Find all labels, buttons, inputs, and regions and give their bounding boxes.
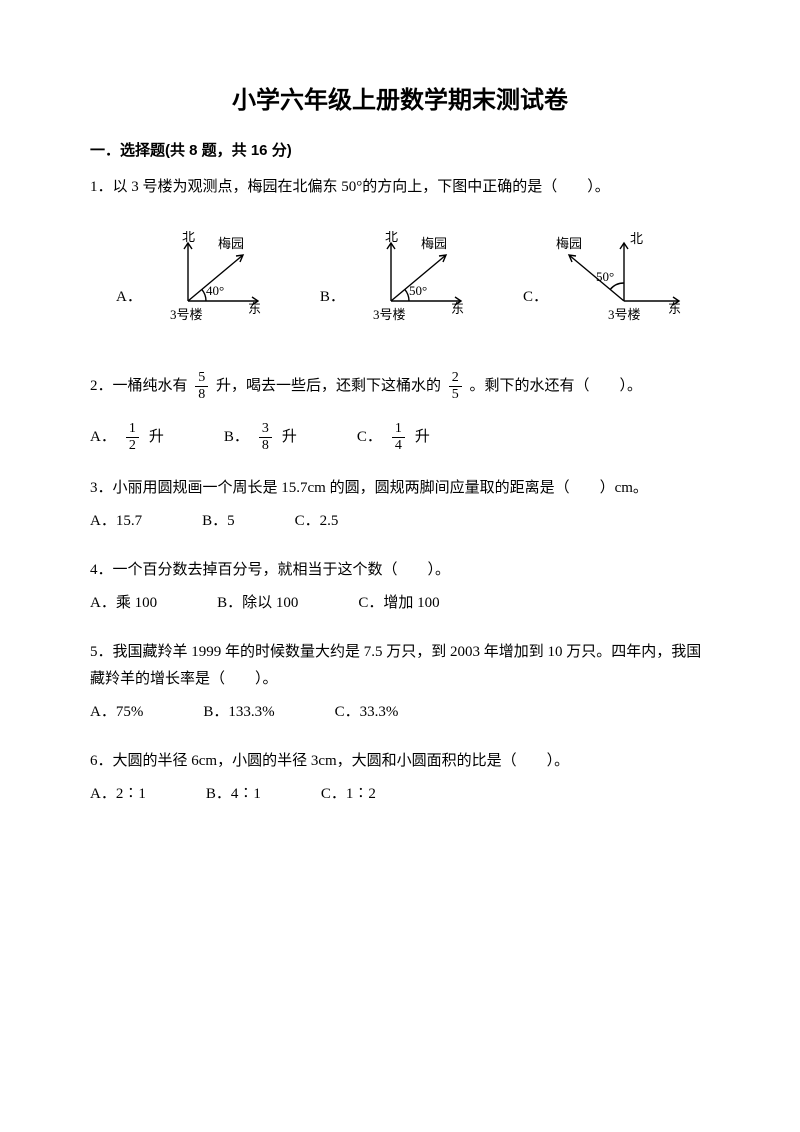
q3-choice-a: A．15.7 [90, 508, 142, 535]
svg-text:北: 北 [182, 231, 195, 244]
svg-text:北: 北 [630, 231, 643, 246]
q4-choice-c: C．增加 100 [358, 590, 439, 617]
svg-text:北: 北 [385, 231, 398, 244]
q2-frac-1: 58 [195, 371, 208, 402]
svg-text:3号楼: 3号楼 [373, 307, 406, 322]
exam-title: 小学六年级上册数学期末测试卷 [90, 80, 710, 115]
q6-text: 6．大圆的半径 6cm，小圆的半径 3cm，大圆和小圆面积的比是（ ）。 [90, 748, 710, 775]
svg-text:40°: 40° [206, 283, 224, 298]
question-6: 6．大圆的半径 6cm，小圆的半径 3cm，大圆和小圆面积的比是（ ）。 A．2… [90, 748, 710, 808]
svg-text:东: 东 [451, 301, 464, 316]
q4-choice-b: B．除以 100 [217, 590, 298, 617]
q6-choices: A．2∶1 B．4∶1 C．1∶2 [90, 781, 710, 808]
q2-mid1: 升，喝去一些后，还剩下这桶水的 [216, 378, 441, 394]
q2-mid2: 。剩下的水还有（ ）。 [470, 378, 643, 394]
q1-label-b: B． [320, 284, 345, 311]
q2-choice-a: A． 12 升 [90, 422, 164, 453]
q1-diagrams: A． 北 梅园 40° 东 3号楼 [90, 231, 710, 341]
section-1-heading: 一．选择题(共 8 题，共 16 分) [90, 139, 710, 160]
q1-diagram-c: C． 北 梅园 50° 东 3号楼 [523, 231, 684, 341]
svg-text:3号楼: 3号楼 [170, 307, 203, 322]
svg-text:东: 东 [248, 301, 261, 316]
svg-text:梅园: 梅园 [556, 236, 582, 251]
q3-choice-b: B．5 [202, 508, 235, 535]
q1-svg-b: 北 梅园 50° 东 3号楼 [351, 231, 471, 341]
question-4: 4．一个百分数去掉百分号，就相当于这个数（ ）。 A．乘 100 B．除以 10… [90, 557, 710, 617]
q5-choice-c: C．33.3% [335, 699, 399, 726]
question-2: 2．一桶纯水有 58 升，喝去一些后，还剩下这桶水的 25 。剩下的水还有（ ）… [90, 371, 710, 453]
q1-svg-c: 北 梅园 50° 东 3号楼 [554, 231, 684, 341]
q3-choices: A．15.7 B．5 C．2.5 [90, 508, 710, 535]
svg-text:50°: 50° [596, 269, 614, 284]
question-5: 5．我国藏羚羊 1999 年的时候数量大约是 7.5 万只，到 2003 年增加… [90, 639, 710, 726]
svg-text:梅园: 梅园 [218, 236, 244, 251]
q1-text: 1．以 3 号楼为观测点，梅园在北偏东 50°的方向上，下图中正确的是（ ）。 [90, 174, 710, 201]
q1-svg-a: 北 梅园 40° 东 3号楼 [148, 231, 268, 341]
q6-choice-a: A．2∶1 [90, 781, 146, 808]
q1-label-c: C． [523, 284, 548, 311]
q5-choices: A．75% B．133.3% C．33.3% [90, 699, 710, 726]
svg-text:3号楼: 3号楼 [608, 307, 641, 322]
q3-choice-c: C．2.5 [295, 508, 339, 535]
q4-choices: A．乘 100 B．除以 100 C．增加 100 [90, 590, 710, 617]
q2-choice-b: B． 38 升 [224, 422, 297, 453]
q2-prefix: 2．一桶纯水有 [90, 378, 188, 394]
svg-text:梅园: 梅园 [421, 236, 447, 251]
q2-choices: A． 12 升 B． 38 升 C． 14 升 [90, 422, 710, 453]
q1-diagram-a: A． 北 梅园 40° 东 3号楼 [116, 231, 268, 341]
q1-diagram-b: B． 北 梅园 50° 东 3号楼 [320, 231, 471, 341]
q5-choice-b: B．133.3% [203, 699, 274, 726]
question-3: 3．小丽用圆规画一个周长是 15.7cm 的圆，圆规两脚间应量取的距离是（ ）c… [90, 475, 710, 535]
q2-choice-c: C． 14 升 [357, 422, 430, 453]
q6-choice-c: C．1∶2 [321, 781, 376, 808]
q2-text: 2．一桶纯水有 58 升，喝去一些后，还剩下这桶水的 25 。剩下的水还有（ ）… [90, 371, 710, 402]
svg-text:50°: 50° [409, 283, 427, 298]
q4-text: 4．一个百分数去掉百分号，就相当于这个数（ ）。 [90, 557, 710, 584]
q2-frac-2: 25 [449, 371, 462, 402]
question-1: 1．以 3 号楼为观测点，梅园在北偏东 50°的方向上，下图中正确的是（ ）。 … [90, 174, 710, 341]
q1-label-a: A． [116, 284, 142, 311]
q4-choice-a: A．乘 100 [90, 590, 157, 617]
svg-text:东: 东 [668, 301, 681, 316]
q6-choice-b: B．4∶1 [206, 781, 261, 808]
q5-text: 5．我国藏羚羊 1999 年的时候数量大约是 7.5 万只，到 2003 年增加… [90, 639, 710, 693]
q5-choice-a: A．75% [90, 699, 143, 726]
q3-text: 3．小丽用圆规画一个周长是 15.7cm 的圆，圆规两脚间应量取的距离是（ ）c… [90, 475, 710, 502]
